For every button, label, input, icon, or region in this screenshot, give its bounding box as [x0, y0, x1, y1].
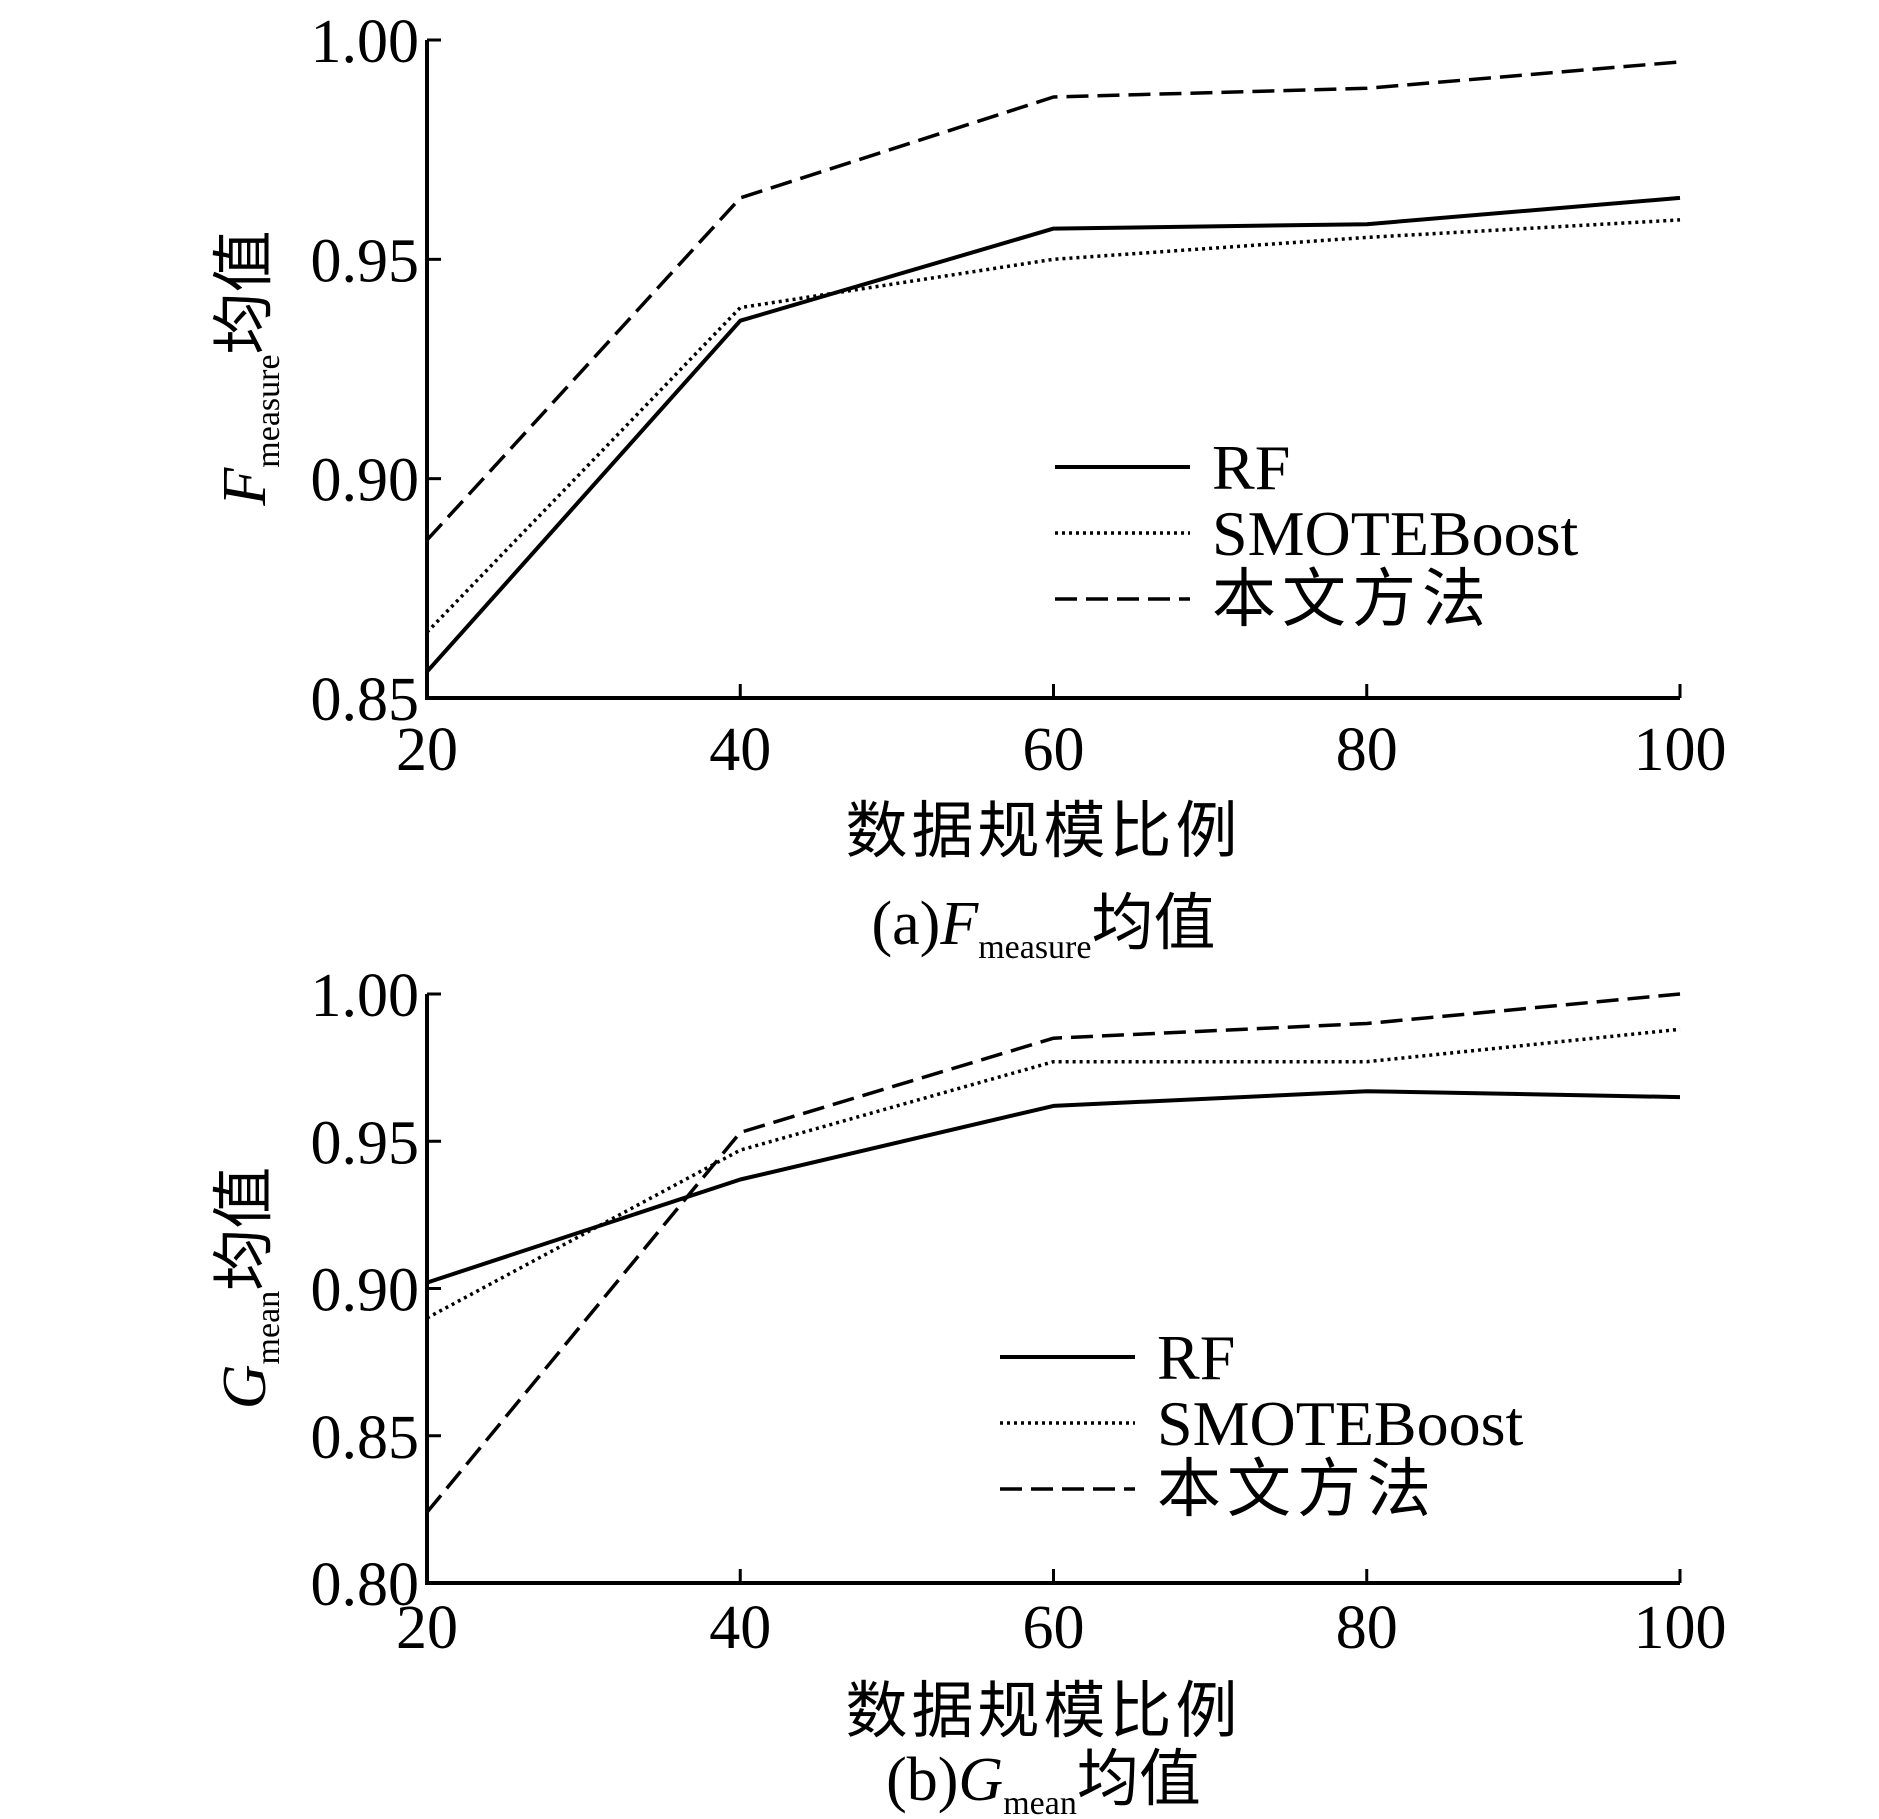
x-tick-label: 60 — [1023, 1594, 1085, 1662]
x-tick-label: 80 — [1336, 716, 1398, 784]
legend-label: SMOTEBoost — [1157, 1388, 1524, 1459]
x-axis-label: 数据规模比例 — [845, 1678, 1241, 1746]
series-line-dotted — [425, 218, 1681, 634]
x-tick-label: 100 — [1634, 1594, 1727, 1662]
y-tick-label: 0.90 — [311, 447, 420, 515]
series-line-dotted — [426, 1027, 1681, 1320]
x-tick-label: 40 — [709, 1594, 771, 1662]
series-line-dashed — [425, 60, 1681, 542]
y-tick-label: 1.00 — [311, 962, 420, 1030]
x-tick-label: 100 — [1634, 716, 1727, 784]
legend-label: 本文方法 — [1157, 1454, 1437, 1525]
panel-caption: (a)Fmeasure均值 — [872, 890, 1216, 966]
x-axis-label: 数据规模比例 — [845, 798, 1241, 866]
legend-label: 本文方法 — [1212, 564, 1492, 635]
legend-label: RF — [1212, 432, 1290, 503]
series-line-dashed — [425, 992, 1681, 1514]
y-axis-label: Fmeasure均值 — [211, 230, 287, 506]
chart-panel-a: 0.85 0.90 0.95 1.00 20 40 60 80 100 RFSMOTEBoost本… — [211, 8, 1727, 966]
y-tick-label: 0.95 — [311, 227, 420, 295]
y-tick-label: 0.85 — [311, 666, 420, 734]
y-tick-label: 0.85 — [311, 1404, 420, 1472]
y-tick-label: 1.00 — [311, 8, 420, 76]
y-tick-label: 0.80 — [311, 1551, 420, 1619]
chart-panel-b: 0.80 0.85 0.90 0.95 1.00 20 40 60 80 100 RFSMOTEBo… — [211, 962, 1727, 1819]
panel-caption: (b)Gmean均值 — [886, 1746, 1201, 1819]
legend-label: SMOTEBoost — [1212, 498, 1579, 569]
x-tick-label: 60 — [1023, 716, 1085, 784]
x-tick-label: 40 — [709, 716, 771, 784]
y-tick-label: 0.95 — [311, 1109, 420, 1177]
y-tick-label: 0.90 — [311, 1257, 420, 1325]
x-tick-label: 20 — [396, 1594, 458, 1662]
series-line-solid — [426, 1089, 1681, 1285]
legend-label: RF — [1157, 1322, 1235, 1393]
x-tick-label: 80 — [1336, 1594, 1398, 1662]
series-line-solid — [425, 195, 1681, 674]
y-axis-label: Gmean均值 — [211, 1167, 287, 1409]
x-tick-label: 20 — [396, 716, 458, 784]
